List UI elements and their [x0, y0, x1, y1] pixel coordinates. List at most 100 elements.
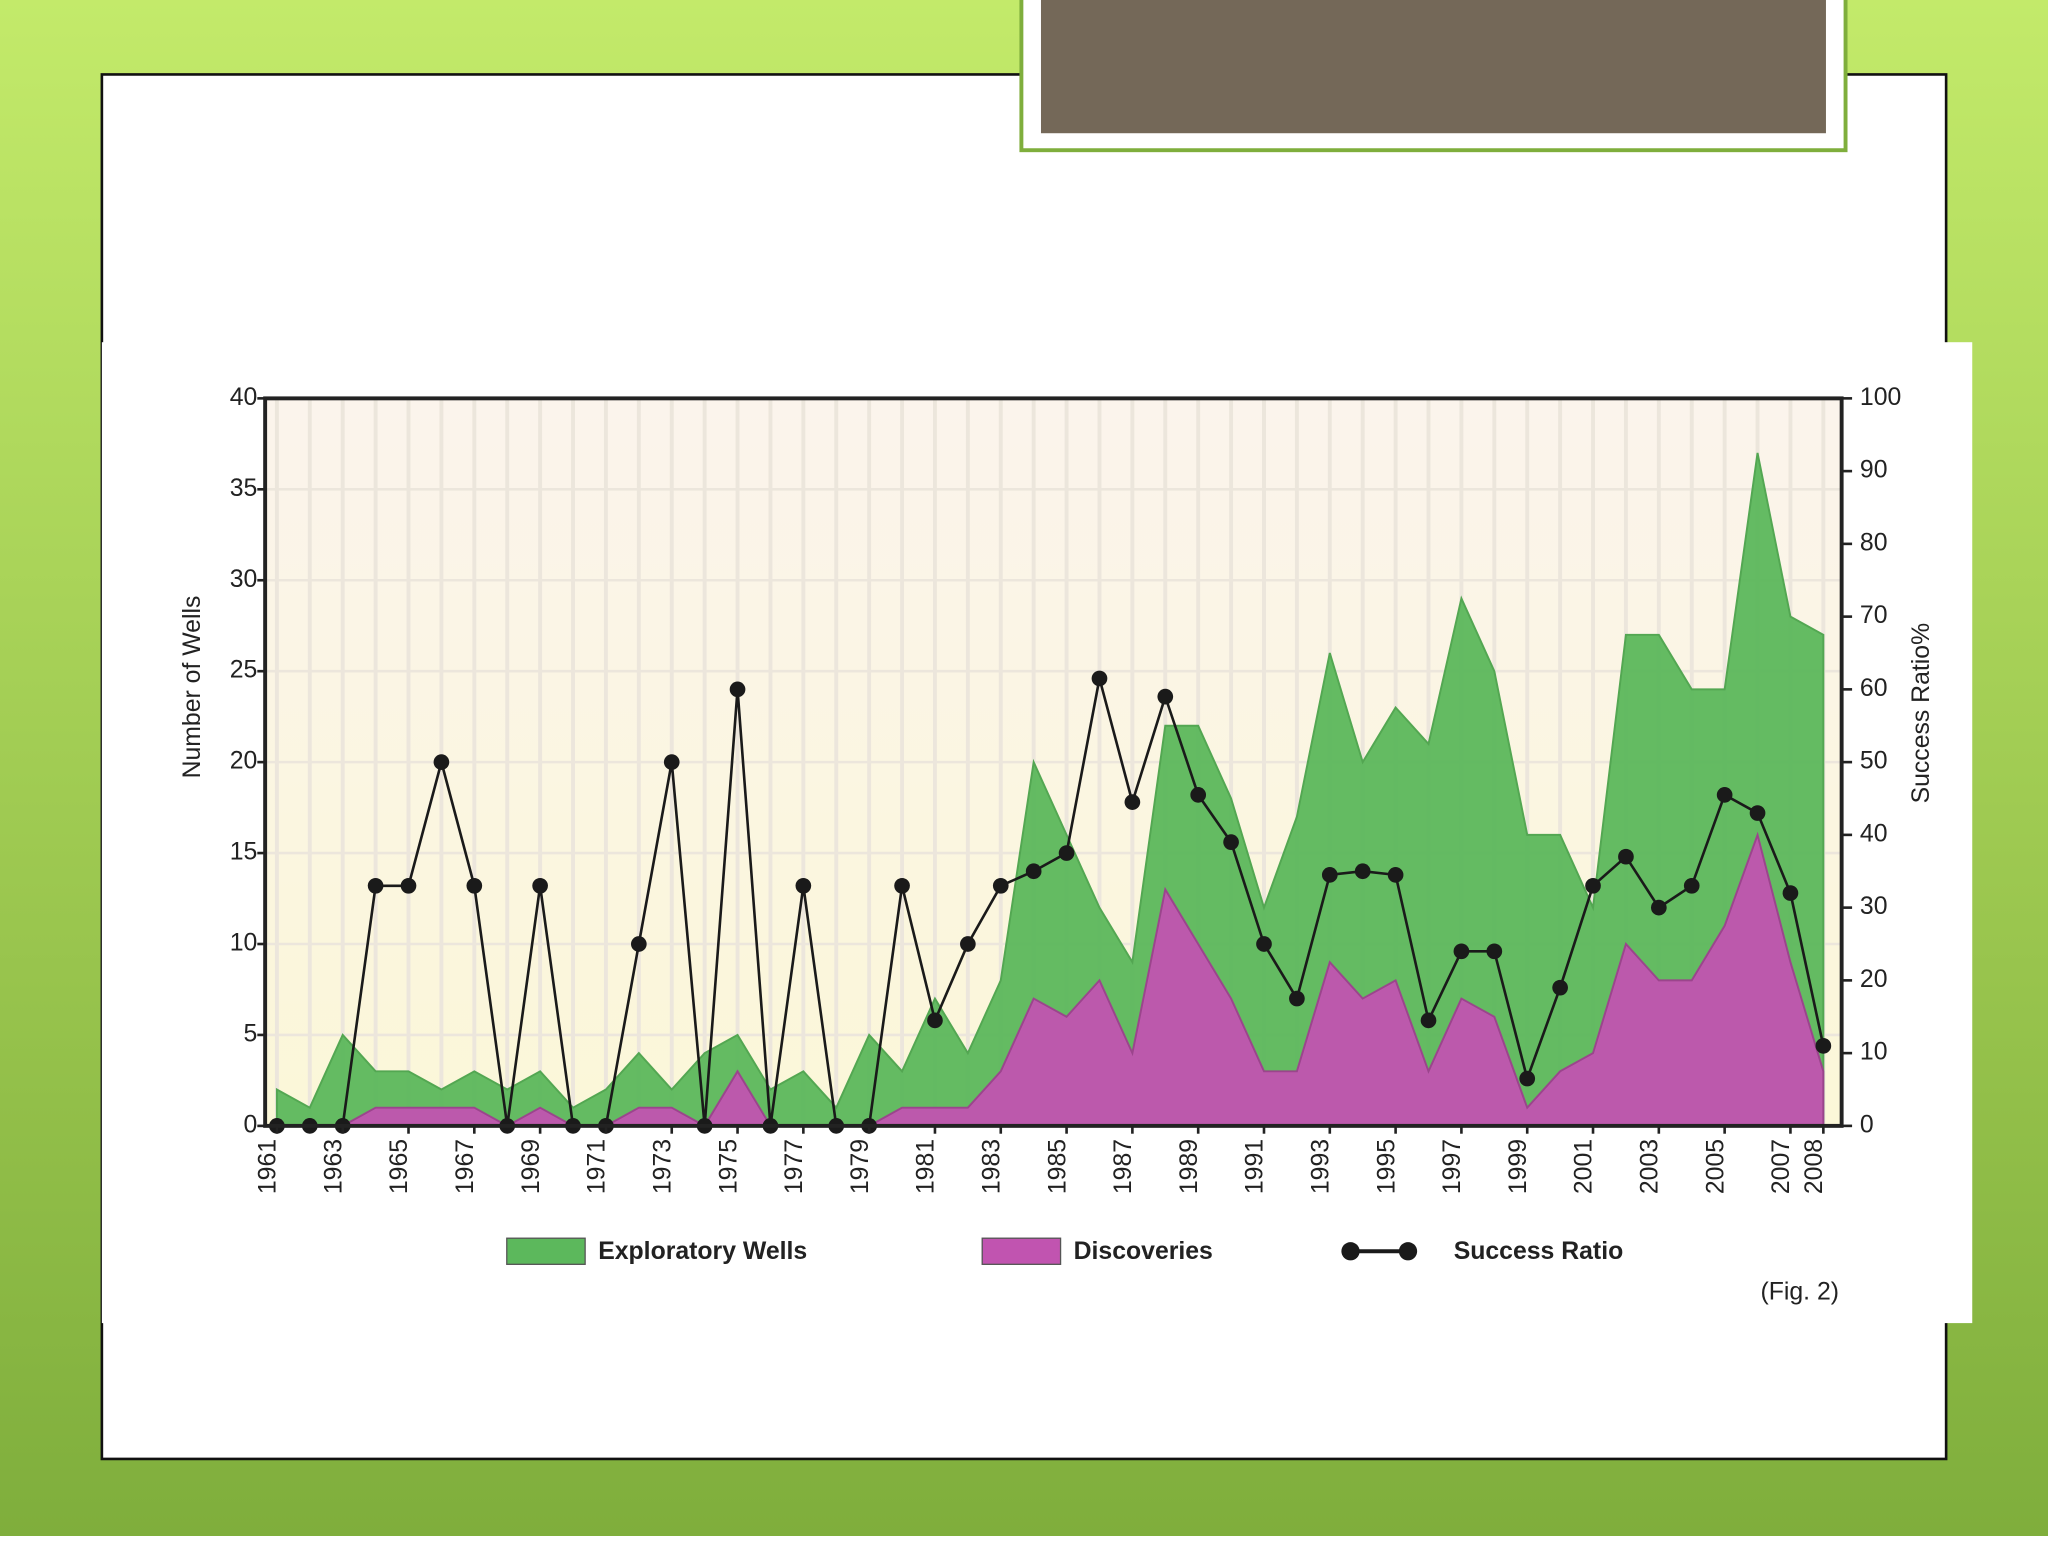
success-point: [1782, 885, 1799, 901]
success-point: [1058, 845, 1075, 861]
x-tick-label: 2001: [1571, 1139, 1598, 1194]
x-tick-label: 1999: [1505, 1139, 1532, 1194]
success-point: [1124, 794, 1141, 810]
success-point: [1157, 688, 1174, 705]
x-tick-label: 1991: [1242, 1139, 1269, 1194]
x-tick-label: 1975: [715, 1139, 742, 1194]
x-tick-label: 1961: [255, 1139, 282, 1194]
success-point: [1486, 943, 1503, 960]
success-point: [1519, 1070, 1536, 1087]
success-point: [1289, 990, 1305, 1007]
legend-dot: [1341, 1242, 1360, 1261]
x-tick-label: 1977: [781, 1139, 808, 1194]
x-tick-label: 2005: [1702, 1139, 1729, 1194]
y-tick-label: 40: [230, 384, 258, 411]
y-tick-label: 25: [230, 657, 258, 684]
legend-swatch: [506, 1237, 586, 1265]
y2-tick-label: 20: [1860, 966, 1888, 993]
success-point: [1091, 670, 1108, 687]
success-point: [1552, 979, 1568, 996]
x-tick-label: 1983: [978, 1139, 1005, 1194]
y-tick-label: 20: [230, 748, 258, 775]
x-tick-label: 1993: [1308, 1139, 1335, 1194]
success-point: [663, 754, 680, 770]
y2-axis-label: Success Ratio%: [1908, 623, 1935, 804]
y2-tick-label: 30: [1860, 893, 1888, 920]
success-point: [1420, 1012, 1437, 1029]
area: [276, 831, 1825, 1128]
success-point: [1716, 787, 1733, 803]
success-line: [276, 678, 1825, 1128]
success-point: [1650, 899, 1667, 916]
x-tick-label: 2008: [1801, 1139, 1828, 1194]
y2-tick-label: 100: [1860, 384, 1901, 411]
y2-tick-label: 0: [1860, 1111, 1874, 1138]
y2-tick-label: 40: [1860, 820, 1888, 847]
success-point: [367, 877, 384, 894]
success-point: [630, 936, 647, 952]
y2-tick-label: 60: [1860, 675, 1888, 702]
success-point: [532, 877, 548, 894]
success-point: [1190, 787, 1207, 803]
x-tick-label: 2007: [1768, 1139, 1795, 1194]
success-point: [1618, 848, 1634, 865]
success-point: [400, 877, 417, 894]
x-tick-label: 1981: [913, 1139, 940, 1194]
legend-label: Exploratory Wells: [598, 1238, 807, 1265]
x-tick-label: 1997: [1439, 1139, 1466, 1194]
success-point: [466, 877, 483, 894]
success-point: [1025, 863, 1042, 880]
success-point: [795, 877, 812, 894]
y2-tick-label: 80: [1860, 529, 1888, 556]
success-point: [729, 681, 746, 698]
x-tick-label: 1987: [1110, 1139, 1137, 1194]
legend-label: Discoveries: [1074, 1238, 1213, 1265]
x-tick-label: 1995: [1373, 1139, 1400, 1194]
legend-dot: [1398, 1242, 1418, 1261]
y2-tick-label: 10: [1860, 1039, 1888, 1066]
success-point: [1354, 863, 1371, 880]
success-point: [433, 754, 450, 770]
success-point: [1585, 877, 1601, 894]
annotation: (Fig. 2): [1760, 1279, 1839, 1306]
y2-tick-label: 70: [1860, 602, 1888, 629]
success-point: [1683, 877, 1700, 894]
y-tick-label: 15: [230, 839, 258, 866]
success-point: [960, 936, 976, 952]
x-tick-label: 1969: [518, 1139, 545, 1194]
success-point: [1749, 805, 1766, 821]
x-tick-label: 1963: [320, 1139, 347, 1194]
x-tick-label: 1989: [1176, 1139, 1203, 1194]
y-tick-label: 35: [230, 475, 258, 502]
x-tick-label: 1965: [386, 1139, 413, 1194]
x-tick-label: 1971: [584, 1139, 611, 1194]
success-point: [894, 877, 910, 894]
success-point: [927, 1012, 943, 1029]
title-box: [1040, 0, 1826, 134]
y-tick-label: 5: [244, 1020, 258, 1047]
area: [275, 452, 1825, 1127]
y-tick-label: 0: [244, 1111, 258, 1138]
x-tick-label: 1973: [649, 1139, 676, 1194]
y2-tick-label: 90: [1860, 457, 1888, 484]
success-point: [1256, 936, 1272, 952]
legend-swatch: [981, 1237, 1062, 1265]
success-point: [1321, 867, 1338, 883]
success-point: [1815, 1038, 1832, 1054]
legend-label: Success Ratio: [1454, 1238, 1624, 1265]
x-tick-label: 1985: [1044, 1139, 1071, 1194]
x-tick-label: 2003: [1637, 1139, 1664, 1194]
y-tick-label: 30: [230, 566, 258, 593]
x-tick-label: 1979: [847, 1139, 874, 1194]
y-axis-label: Number of Wells: [179, 596, 206, 779]
x-tick-label: 1967: [452, 1139, 479, 1194]
success-point: [992, 877, 1009, 894]
y-tick-label: 10: [230, 930, 258, 957]
success-point: [1223, 834, 1239, 850]
chart: 0 5 10 15 20 25 30 35 40 0 10 20 30 40 50 60 70 80 90 100 19…: [230, 384, 1902, 1265]
success-point: [1453, 943, 1470, 960]
success-point: [1387, 867, 1404, 883]
y2-tick-label: 50: [1860, 748, 1888, 775]
